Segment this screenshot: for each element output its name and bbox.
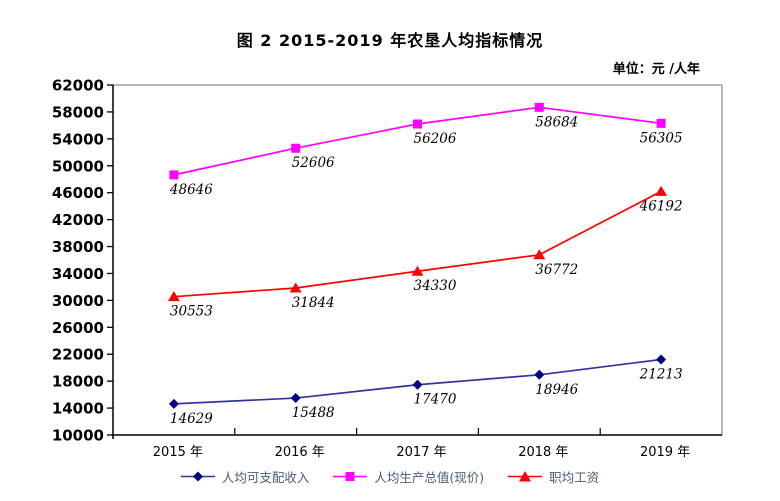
diamond-marker-icon: [412, 379, 423, 390]
square-marker-icon: [333, 472, 368, 481]
value-label: 31844: [292, 295, 335, 311]
chart-title: 图 2 2015-2019 年农垦人均指标情况: [236, 31, 544, 50]
y-tick-label: 22000: [52, 346, 104, 364]
square-marker-icon: [291, 143, 301, 153]
value-label: 21213: [639, 367, 683, 383]
legend-label-gdp-per-capita: 人均生产总值(现价): [374, 470, 485, 485]
value-label: 36772: [535, 262, 578, 278]
value-label: 56206: [414, 131, 457, 147]
y-tick-label: 26000: [52, 319, 104, 337]
y-tick-label: 58000: [52, 103, 104, 121]
x-tick-label: 2019 年: [640, 445, 690, 460]
square-marker-icon: [656, 118, 666, 128]
diamond-marker-icon: [534, 369, 545, 380]
value-label: 48646: [169, 182, 213, 198]
x-tick-label: 2016 年: [275, 445, 325, 460]
square-marker-icon: [534, 102, 544, 112]
value-label: 17470: [414, 392, 457, 408]
y-tick-label: 62000: [52, 77, 104, 95]
y-tick-label: 30000: [52, 292, 104, 310]
x-tick-label: 2015 年: [153, 445, 203, 460]
legend-item-disposable-income: 人均可支配收入: [180, 467, 310, 486]
value-label: 15488: [292, 405, 335, 421]
value-label: 30553: [170, 304, 213, 320]
diamond-marker-icon: [180, 471, 215, 482]
y-tick-label: 34000: [52, 265, 104, 283]
legend-label-disposable-income: 人均可支配收入: [221, 470, 310, 485]
diamond-marker-icon: [168, 398, 179, 409]
y-tick-label: 42000: [52, 211, 104, 229]
value-label: 52606: [292, 155, 335, 171]
triangle-marker-icon: [533, 249, 546, 260]
y-tick-label: 14000: [52, 400, 104, 418]
diamond-marker-icon: [290, 393, 301, 404]
y-tick-label: 50000: [52, 157, 104, 175]
value-label: 14629: [170, 411, 213, 427]
triangle-marker-icon: [411, 265, 424, 276]
value-label: 18946: [535, 382, 578, 398]
triangle-marker-icon: [508, 471, 543, 482]
y-tick-label: 10000: [52, 427, 104, 445]
line-chart-plot: 10000 14000 18000 22000 26000 30000 34000 38000…: [52, 77, 723, 460]
triangle-marker-icon: [167, 291, 180, 302]
triangle-marker-icon: [289, 282, 302, 293]
value-label: 58684: [535, 114, 578, 130]
value-label: 56305: [640, 130, 683, 146]
value-label: 34330: [414, 278, 457, 294]
legend-label-average-wage: 职均工资: [549, 470, 600, 485]
square-marker-icon: [413, 119, 422, 129]
y-tick-label: 46000: [52, 184, 104, 202]
legend-item-average-wage: 职均工资: [508, 467, 599, 486]
triangle-marker-icon: [655, 185, 668, 196]
x-tick-label: 2017 年: [396, 445, 446, 460]
legend-item-gdp-per-capita: 人均生产总值(现价): [333, 467, 484, 486]
y-tick-label: 54000: [52, 130, 104, 148]
x-tick-label: 2018 年: [518, 445, 568, 460]
value-label: 46192: [639, 198, 683, 214]
y-tick-label: 18000: [52, 373, 104, 391]
diamond-marker-icon: [656, 354, 667, 365]
square-marker-icon: [169, 170, 179, 180]
legend: 人均可支配收入 人均生产总值(现价) 职均工资: [0, 467, 780, 486]
unit-label: 单位：元 /人年: [612, 62, 700, 77]
y-tick-label: 38000: [52, 238, 104, 256]
